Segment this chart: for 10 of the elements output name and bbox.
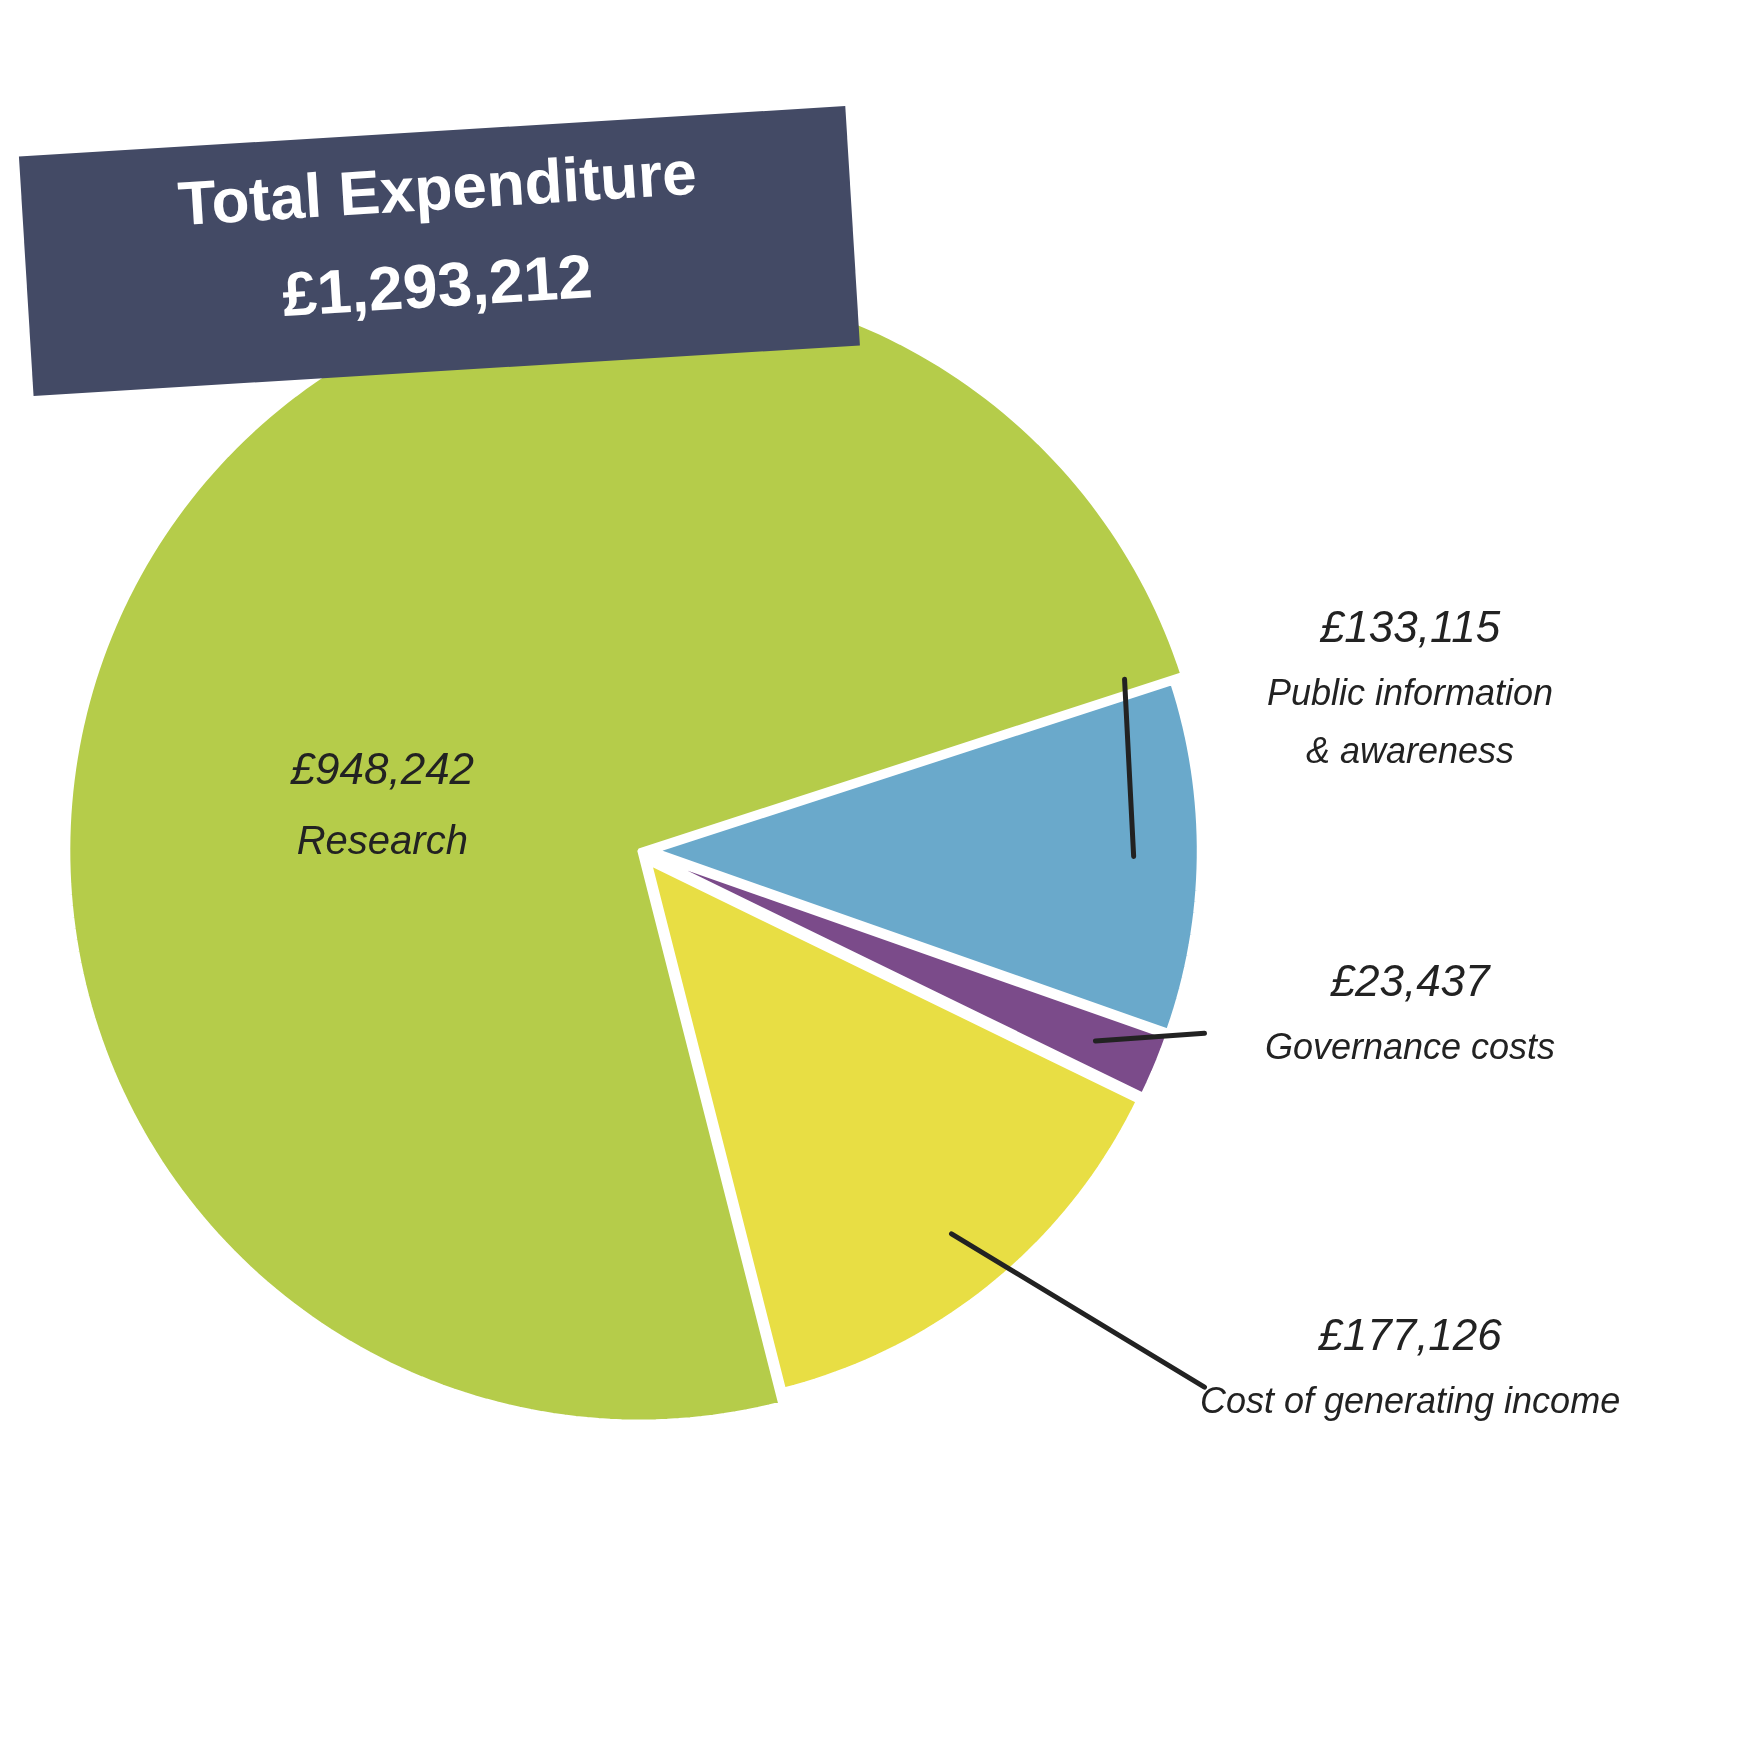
- slice-label: Governance costs: [1264, 1026, 1556, 1068]
- chart-subtitle: £1,293,212: [280, 241, 595, 329]
- slice-label: Cost of generating income: [1199, 1380, 1621, 1422]
- data-label: £23,437: [1329, 955, 1492, 1005]
- data-label: £177,126: [1317, 1309, 1503, 1359]
- slice-label: Research: [296, 817, 468, 862]
- data-label: £133,115: [1318, 601, 1501, 651]
- data-label: £948,242: [289, 744, 475, 794]
- chart-title: Total Expenditure: [176, 137, 699, 239]
- slice-label: Public information & awareness: [1266, 672, 1554, 771]
